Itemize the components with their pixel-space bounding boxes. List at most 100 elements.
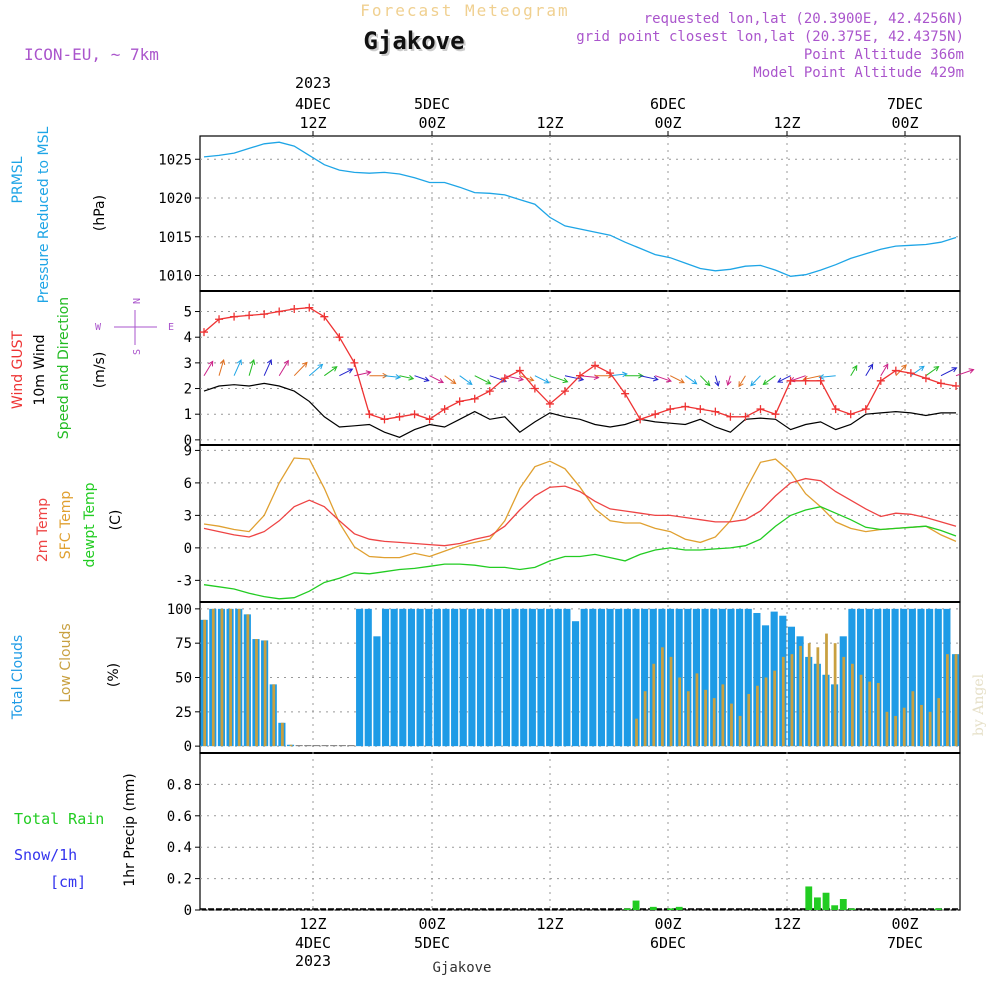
wind-direction-arrow	[233, 359, 242, 376]
wind-direction-arrow	[203, 361, 214, 376]
gridlines	[200, 131, 960, 911]
location-title: Gjakove	[363, 27, 464, 55]
plot-layer	[200, 141, 975, 910]
y-tick-label: 5	[184, 305, 192, 321]
bottom-time-label: 00Z	[654, 915, 681, 933]
gust-marker	[560, 387, 569, 396]
top-time-label: 4DEC	[295, 95, 331, 113]
total-cloud-bar	[701, 608, 709, 747]
gust-marker	[711, 407, 720, 416]
wind-arrowhead	[236, 359, 242, 366]
wind-arrowhead	[868, 363, 874, 370]
wind-arrowhead	[704, 380, 711, 387]
total-cloud-bar	[399, 608, 407, 747]
low-cloud-bar	[807, 643, 811, 747]
gust-marker	[485, 387, 494, 396]
total-cloud-bar	[364, 608, 372, 747]
gust-marker	[260, 310, 269, 319]
low-cloud-bar	[885, 711, 889, 747]
rain-bar	[805, 886, 813, 910]
gust-marker	[380, 415, 389, 424]
total-cloud-bar	[502, 608, 511, 747]
gust-marker	[425, 415, 434, 424]
low-cloud-bar	[661, 647, 664, 747]
gust-marker	[275, 307, 284, 316]
top-time-label: 00Z	[891, 114, 918, 132]
wind-arrowhead	[485, 379, 492, 385]
y-tick-label: 0	[184, 433, 192, 449]
wind-arrowhead	[423, 376, 430, 382]
low-cloud-bar	[876, 682, 880, 747]
total-cloud-bar	[571, 621, 580, 747]
wind-arrowhead	[208, 360, 214, 367]
wind-arrowhead	[738, 381, 744, 388]
total-cloud-bar	[425, 608, 433, 747]
total-cloud-bar	[589, 608, 597, 747]
wind-direction-arrow	[399, 375, 414, 380]
rain-bar	[675, 906, 683, 910]
low-cloud-bar	[712, 698, 716, 747]
gust-marker	[952, 381, 960, 390]
wind-direction-arrow	[655, 375, 672, 382]
compass-w: W	[95, 322, 102, 333]
total-cloud-bar	[373, 636, 381, 747]
bottom-time-label: 2023	[295, 952, 331, 970]
low-cloud-bar	[937, 698, 941, 747]
wind-arrowhead	[726, 380, 732, 387]
total-cloud-bar	[917, 608, 925, 747]
low-cloud-bar	[255, 639, 258, 747]
gust-marker	[771, 410, 780, 419]
rain-bar	[934, 908, 942, 910]
total-cloud-bar	[900, 608, 908, 747]
wind-direction-arrow	[865, 364, 874, 376]
snow-unit-label: [cm]	[50, 873, 86, 891]
total-cloud-bar	[356, 608, 364, 747]
y-tick-label: 0.6	[167, 809, 192, 825]
location-title-shadow: Gjakove	[365, 29, 466, 57]
low-cloud-bar	[263, 640, 267, 747]
wind-arrowhead	[408, 375, 415, 381]
bottom-time-label: 12Z	[773, 915, 800, 933]
y-tick-label: 3	[184, 508, 192, 524]
gust-marker	[200, 328, 208, 337]
rain-bar	[623, 908, 631, 910]
wind-arrowhead	[347, 368, 354, 374]
wind-direction-arrow	[534, 375, 550, 384]
wind-arrowhead	[762, 379, 769, 385]
total-cloud-bar	[632, 608, 640, 747]
low-cloud-bar	[781, 656, 785, 747]
y-tick-label: 9	[184, 443, 192, 459]
watermark: by Angel	[971, 673, 987, 736]
snow-label: Snow/1h	[14, 846, 77, 864]
low-cloud-bar	[790, 654, 794, 747]
point-altitude: Point Altitude 366m	[804, 47, 964, 63]
gust-marker	[245, 311, 254, 320]
gust-marker	[606, 369, 615, 378]
total-cloud-bar	[312, 745, 321, 747]
wind-arrowhead	[678, 378, 685, 384]
gust-marker	[215, 315, 224, 324]
low-cloud-bar	[954, 654, 958, 747]
wind-direction-arrow	[684, 375, 697, 385]
panel-frames	[199, 135, 961, 911]
bottom-time-label: 7DEC	[887, 934, 923, 952]
wind-unit: (m/s)	[92, 352, 108, 389]
total-cloud-bar	[407, 608, 416, 747]
wind-direction-arrow	[763, 375, 776, 385]
low-cloud-bar	[272, 684, 276, 747]
low-cloud-bar	[229, 608, 232, 747]
total-cloud-bar	[908, 608, 916, 747]
rain-bar	[632, 900, 640, 910]
pressure-msl-label: Pressure Reduced to MSL	[36, 126, 52, 303]
total-cloud-bar	[580, 608, 588, 747]
compass-n: N	[132, 298, 143, 304]
bottom-time-label: 12Z	[299, 915, 326, 933]
y-tick-label: 0	[184, 541, 192, 557]
rain-bar	[831, 905, 839, 910]
cloud-labels: Total Clouds Low Clouds (%)	[10, 623, 122, 720]
wind-direction-arrow	[727, 375, 731, 386]
total-cloud-bar	[684, 608, 692, 747]
gust-marker	[921, 374, 930, 383]
low-cloud-bar	[816, 647, 820, 747]
gust-marker	[846, 410, 855, 419]
